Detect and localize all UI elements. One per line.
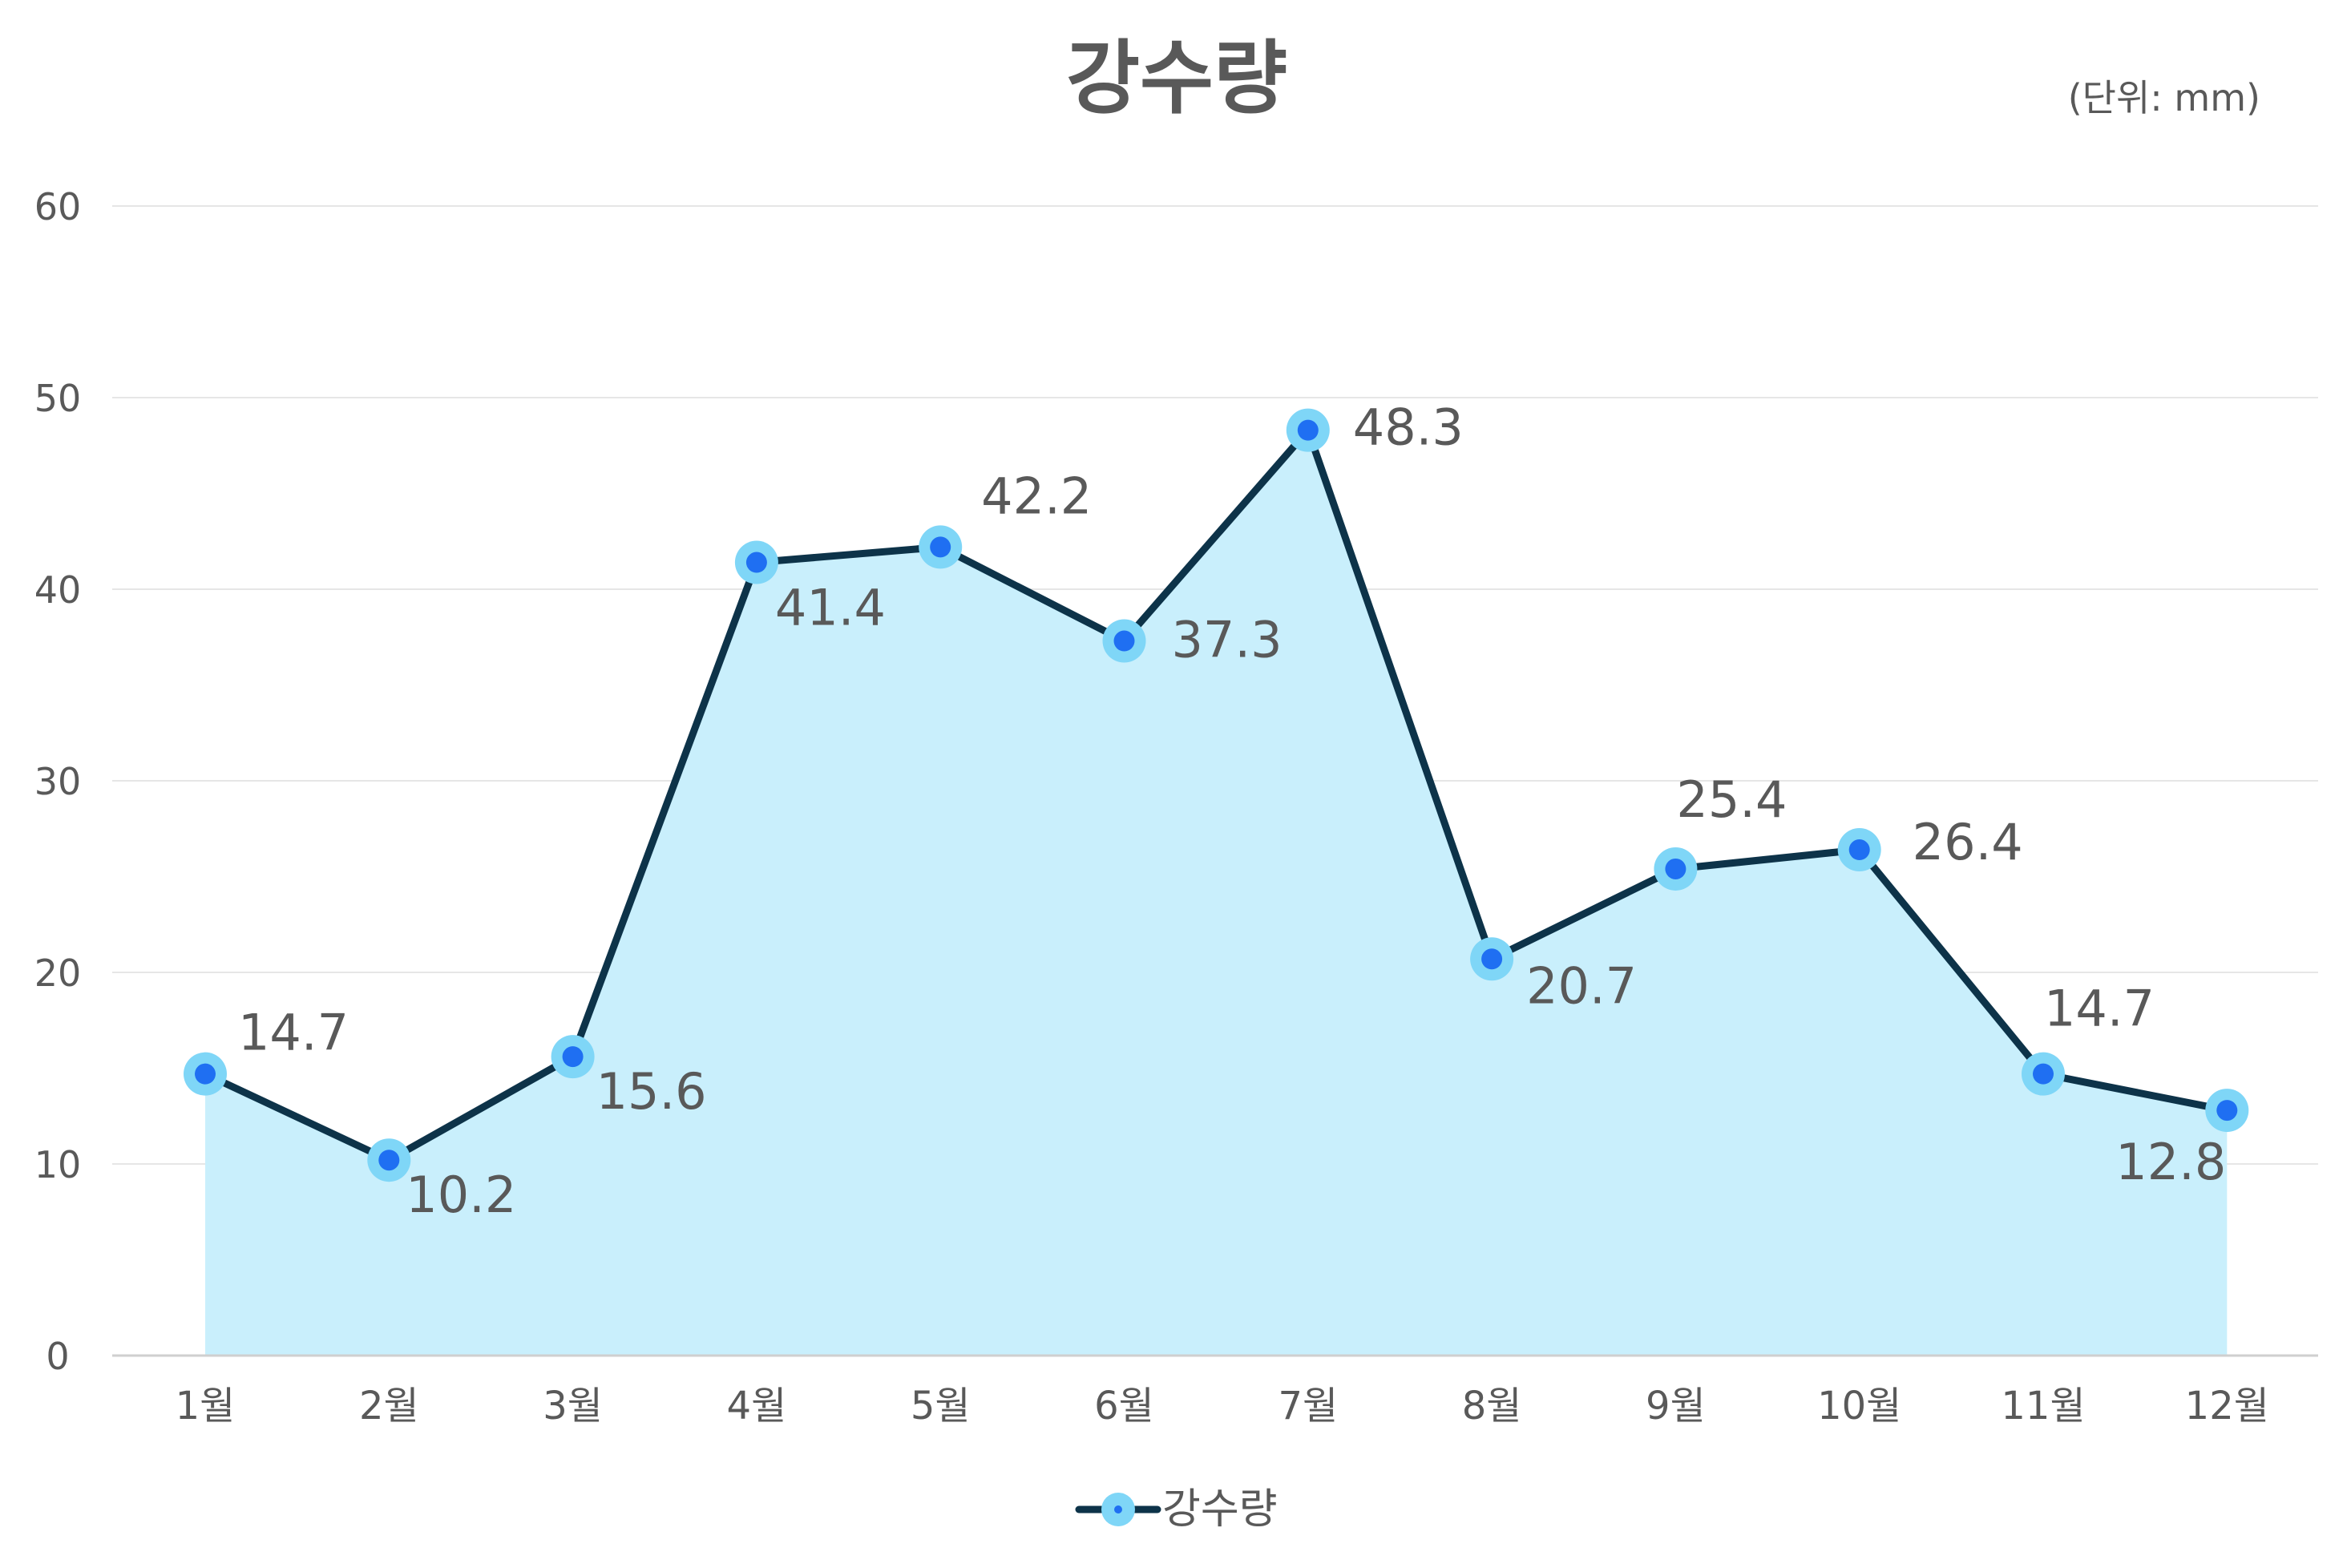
data-label: 26.4	[1913, 813, 2023, 871]
data-point-marker	[367, 1138, 411, 1182]
data-point-marker	[1102, 619, 1146, 663]
markers-layer	[184, 408, 2249, 1182]
marker-center	[2216, 1100, 2238, 1121]
x-tick-label: 10월	[1817, 1384, 1901, 1429]
marker-center	[562, 1046, 584, 1068]
series-line	[201, 426, 2231, 1164]
x-tick-label: 11월	[2001, 1384, 2085, 1429]
data-point-marker	[2205, 1089, 2249, 1133]
data-point-marker	[2022, 1052, 2065, 1096]
x-tick-label: 4월	[727, 1384, 787, 1429]
marker-center	[1297, 419, 1319, 441]
data-label: 20.7	[1526, 956, 1637, 1015]
x-axis-ticks: 1월 2월 3월 4월 5월 6월 7월 8월 9월 10월 11월 12월	[176, 1384, 2269, 1429]
data-label: 42.2	[981, 467, 1092, 525]
series-line-layer	[201, 426, 2231, 1164]
x-tick-label: 1월	[176, 1384, 236, 1429]
y-axis-ticks: 0 10 20 30 40 50 60	[34, 185, 82, 1378]
data-label: 12.8	[2115, 1133, 2226, 1191]
y-tick-label: 60	[34, 185, 82, 228]
legend-series-label: 강수량	[1162, 1485, 1278, 1534]
data-point-marker	[1286, 408, 1330, 452]
y-tick-label: 30	[34, 760, 82, 803]
data-label: 25.4	[1676, 770, 1787, 829]
legend: 강수량	[1075, 1485, 1278, 1534]
x-tick-label: 8월	[1462, 1384, 1522, 1429]
data-point-marker	[734, 540, 778, 584]
x-tick-label: 3월	[543, 1384, 603, 1429]
x-tick-label: 5월	[911, 1384, 971, 1429]
data-label: 14.7	[2044, 980, 2155, 1038]
marker-center	[1665, 858, 1686, 879]
data-label: 10.2	[406, 1166, 516, 1224]
data-point-marker	[1470, 937, 1514, 981]
x-tick-label: 2월	[359, 1384, 419, 1429]
y-tick-label: 10	[34, 1143, 82, 1186]
chart-title: 강수량	[1066, 31, 1287, 125]
y-tick-label: 20	[34, 952, 82, 995]
legend-marker-center	[1114, 1505, 1122, 1513]
marker-center	[1848, 839, 1870, 861]
marker-center	[2033, 1063, 2054, 1085]
marker-center	[195, 1063, 216, 1085]
unit-note: (단위: mm)	[2068, 76, 2260, 119]
marker-center	[1481, 948, 1503, 970]
x-tick-label: 6월	[1094, 1384, 1154, 1429]
data-point-marker	[551, 1035, 595, 1079]
x-tick-label: 12월	[2185, 1384, 2269, 1429]
x-tick-label: 7월	[1278, 1384, 1338, 1429]
data-label: 48.3	[1353, 398, 1464, 457]
marker-center	[745, 552, 767, 573]
data-label: 15.6	[596, 1062, 707, 1121]
data-point-marker	[1837, 828, 1881, 872]
data-label: 14.7	[238, 1004, 349, 1062]
x-tick-label: 9월	[1646, 1384, 1706, 1429]
marker-center	[930, 536, 951, 558]
data-label: 41.4	[775, 579, 886, 637]
y-tick-label: 0	[46, 1335, 69, 1378]
data-labels-layer: 14.7 10.2 15.6 41.4 42.2 37.3 48.3 20.7 25.4 26.4…	[238, 398, 2226, 1225]
data-label: 37.3	[1171, 611, 1282, 669]
marker-center	[1113, 630, 1135, 652]
data-point-marker	[1654, 847, 1698, 891]
area-fill-layer	[205, 430, 2228, 1356]
data-point-marker	[919, 525, 963, 569]
area-fill	[205, 430, 2228, 1356]
marker-center	[378, 1150, 400, 1171]
y-tick-label: 50	[34, 377, 82, 420]
y-tick-label: 40	[34, 568, 82, 612]
data-point-marker	[184, 1052, 227, 1096]
